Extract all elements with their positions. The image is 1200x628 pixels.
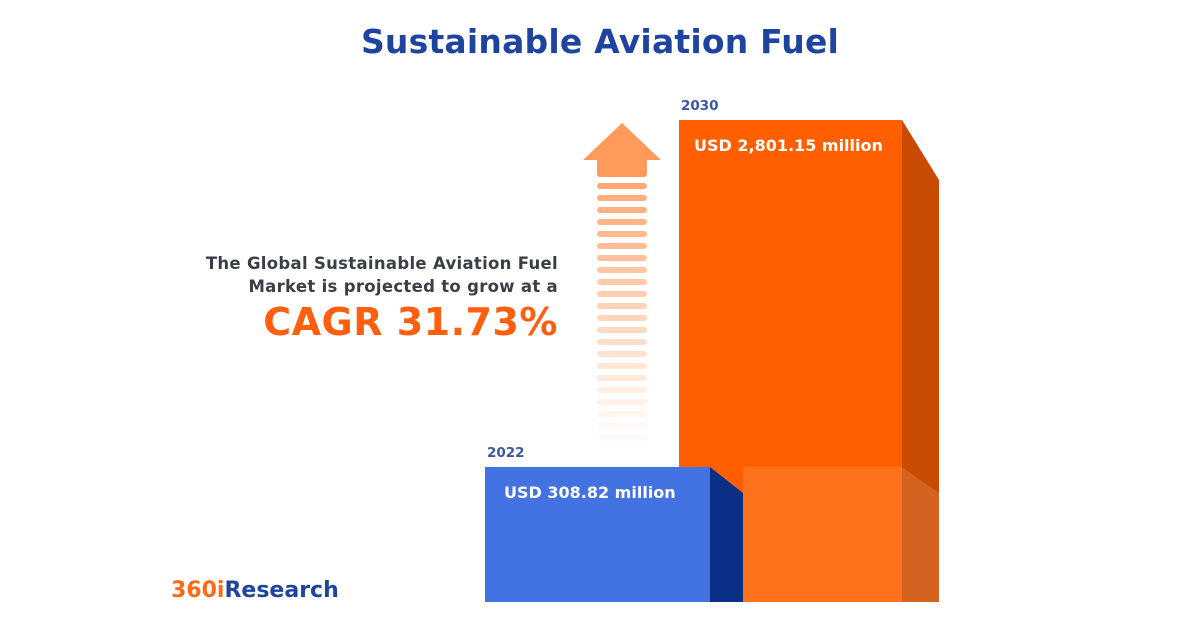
bar-2022: [485, 467, 710, 602]
market-description: The Global Sustainable Aviation Fuel Mar…: [206, 252, 558, 298]
growth-arrow-icon: [583, 123, 661, 441]
value-label-2022: USD 308.82 million: [504, 483, 676, 502]
arrow-stripe: [597, 351, 647, 357]
bar-overlay-side: [902, 467, 939, 602]
brand-part-2: Research: [224, 578, 339, 603]
arrow-stem: [597, 158, 647, 177]
arrow-stripe: [597, 183, 647, 189]
year-label-2022: 2022: [487, 445, 525, 461]
arrow-stripe: [597, 339, 647, 345]
arrow-stripe: [597, 219, 647, 225]
value-label-2030: USD 2,801.15 million: [694, 136, 883, 155]
cagr-label: CAGR 31.73%: [263, 300, 558, 344]
arrow-stripe: [597, 255, 647, 261]
bar-overlay-front: [743, 467, 902, 602]
arrow-stripe: [597, 435, 647, 441]
arrow-stripe: [597, 327, 647, 333]
arrow-stripe: [597, 411, 647, 417]
brand-part-1: 360i: [171, 578, 225, 603]
arrow-stripe: [597, 195, 647, 201]
arrow-stripe: [597, 231, 647, 237]
arrow-stripe: [597, 387, 647, 393]
arrow-stripe: [597, 303, 647, 309]
arrow-stripe: [597, 279, 647, 285]
chart-title: Sustainable Aviation Fuel: [360, 22, 840, 61]
bar-side-2022: [710, 467, 743, 602]
arrow-stripe: [597, 267, 647, 273]
arrow-stripe: [597, 423, 647, 429]
description-line-2: Market is projected to grow at a: [248, 277, 558, 296]
arrow-stripe: [597, 375, 647, 381]
brand-logo: 360iResearch: [171, 578, 339, 603]
arrow-stripe: [597, 207, 647, 213]
arrow-stripe: [597, 243, 647, 249]
year-label-2030: 2030: [681, 98, 719, 114]
arrow-stripe: [597, 363, 647, 369]
description-line-1: The Global Sustainable Aviation Fuel: [205, 254, 558, 273]
arrow-stripe: [597, 291, 647, 297]
arrow-stripe: [597, 399, 647, 405]
arrow-head: [583, 123, 661, 160]
arrow-stripe: [597, 315, 647, 321]
